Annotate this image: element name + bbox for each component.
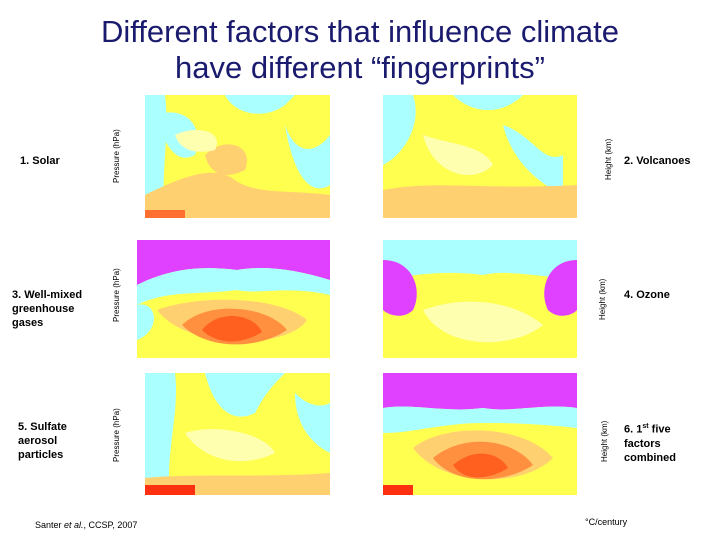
axis-label: Height (km) (604, 138, 613, 180)
contour-plot (137, 240, 330, 358)
axis-label: Pressure (hPa) (112, 408, 121, 462)
axis-label: Pressure (hPa) (112, 268, 121, 322)
citation-text: , CCSP, 2007 (83, 520, 138, 530)
contour-plot (145, 373, 330, 495)
label-text: 6. 1 (624, 423, 643, 436)
slide-title: Different factors that influence climate… (0, 14, 720, 86)
panel-label: 5. Sulfate aerosol particles (18, 421, 67, 461)
panel-label: 3. Well-mixed greenhouse gases (12, 289, 83, 329)
title-line: Different factors that influence climate (100, 14, 620, 49)
panel-label: 1. Solar (20, 155, 60, 167)
panel-label: 4. Ozone (624, 289, 670, 301)
citation: Santer et al., CCSP, 2007 (35, 520, 137, 530)
axis-label: Height (km) (600, 420, 609, 462)
panel-label: 2. Volcanoes (624, 155, 691, 167)
panel-label: 6. 1st five factors combined (624, 420, 694, 465)
contour-plot (383, 95, 577, 218)
title-line: have different “fingerprints” (175, 50, 545, 85)
label-text: st (642, 423, 649, 430)
label-text: five factors combined (624, 423, 676, 464)
contour-plot (383, 373, 577, 495)
units-label: °C/century (585, 517, 628, 527)
axis-label: Pressure (hPa) (112, 129, 121, 183)
citation-text: et al. (64, 520, 84, 530)
citation-text: Santer (35, 520, 65, 530)
contour-plot (145, 95, 330, 218)
contour-plot (383, 240, 577, 358)
axis-label: Height (km) (598, 278, 607, 320)
